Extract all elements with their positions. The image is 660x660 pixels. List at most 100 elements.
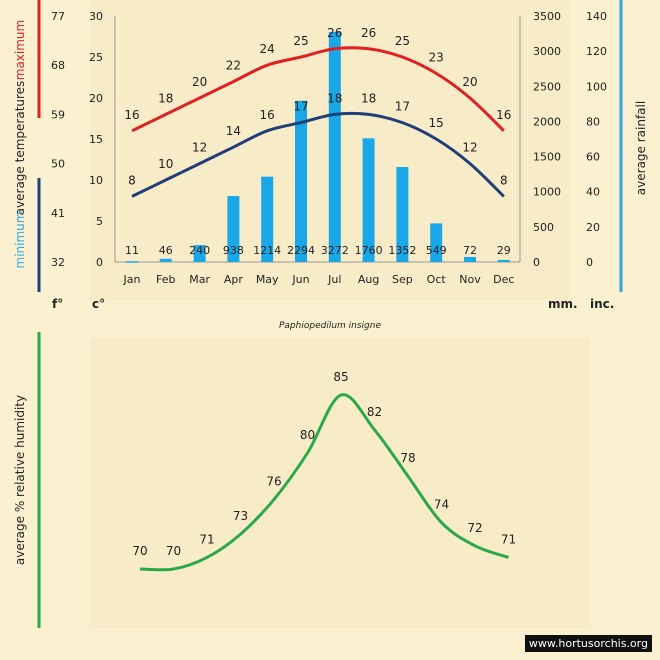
min-temp-label: 12: [192, 141, 207, 155]
min-temp-line: [131, 111, 505, 198]
rain-value-label: 2294: [287, 244, 315, 257]
unit-inc: inc.: [590, 297, 614, 311]
inc-tick-label: 0: [586, 256, 593, 269]
max-temp-label: 16: [124, 108, 139, 122]
min-temp-label: 8: [500, 173, 508, 187]
f-tick-label: 50: [51, 158, 65, 171]
humidity-value-label: 85: [333, 370, 348, 384]
temperature-lines: [131, 46, 505, 198]
month-tick-label: Oct: [427, 273, 447, 286]
humidity-value-label: 70: [132, 544, 147, 558]
humidity-value-label: 73: [233, 509, 248, 523]
month-tick-label: Jan: [123, 273, 141, 286]
humidity-panel: [90, 338, 590, 628]
rain-bar: [328, 32, 341, 262]
mm-tick-label: 2500: [533, 80, 561, 93]
mm-tick-label: 500: [533, 221, 554, 234]
c-tick-label: 20: [89, 92, 103, 105]
species-title: Paphiopedilum insigne: [279, 321, 381, 331]
month-tick-label: Nov: [459, 273, 481, 286]
max-temp-label: 24: [260, 42, 275, 56]
f-tick-label: 32: [51, 256, 65, 269]
humidity-value-label: 78: [400, 451, 415, 465]
rainfall-axis-label: average rainfall: [634, 101, 648, 195]
max-temp-label: 20: [462, 75, 477, 89]
humidity-value-label: 76: [266, 474, 281, 488]
inc-tick-label: 20: [586, 221, 600, 234]
month-tick-label: Dec: [493, 273, 514, 286]
rain-bar: [362, 138, 375, 262]
inc-tick-label: 120: [586, 45, 607, 58]
f-tick-label: 41: [51, 207, 65, 220]
min-temp-label: 16: [260, 108, 275, 122]
max-label: maximum: [13, 20, 27, 80]
max-temp-label: 23: [429, 50, 444, 64]
max-temp-label: 26: [327, 26, 342, 40]
mm-tick-label: 0: [533, 256, 540, 269]
c-tick-label: 25: [89, 51, 103, 64]
rain-value-label: 11: [125, 244, 139, 257]
rain-bar: [159, 258, 172, 262]
rain-value-label: 3272: [321, 244, 349, 257]
humidity-value-label: 80: [300, 428, 315, 442]
c-tick-label: 0: [96, 256, 103, 269]
mm-tick-label: 1000: [533, 186, 561, 199]
rain-value-label: 72: [463, 244, 477, 257]
rain-bar: [261, 176, 274, 262]
humidity-value-label: 74: [434, 498, 449, 512]
min-temp-label: 14: [226, 124, 241, 138]
humidity-value-label: 72: [467, 521, 482, 535]
month-tick-label: May: [256, 273, 279, 286]
rain-value-label: 240: [189, 244, 210, 257]
month-tick-label: Aug: [358, 273, 379, 286]
rain-value-label: 549: [426, 244, 447, 257]
mm-tick-label: 1500: [533, 151, 561, 164]
rain-value-label: 1760: [355, 244, 383, 257]
inc-tick-label: 60: [586, 151, 600, 164]
inc-tick-label: 100: [586, 80, 607, 93]
unit-c: c°: [92, 297, 105, 311]
month-tick-label: Feb: [156, 273, 175, 286]
min-temp-label: 15: [429, 116, 444, 130]
axis-ticks: 7768595041323025201510503500300025002000…: [51, 10, 607, 286]
max-temp-label: 22: [226, 59, 241, 73]
humidity-value-label: 82: [367, 405, 382, 419]
min-temp-label: 18: [361, 91, 376, 105]
max-temp-label: 25: [293, 34, 308, 48]
rain-bar: [126, 261, 138, 263]
rain-bar: [227, 196, 240, 262]
rain-bar: [396, 166, 409, 262]
rain-value-label: 938: [223, 244, 244, 257]
rain-bar: [430, 223, 443, 262]
min-label: minimum: [13, 212, 27, 269]
rain-bar: [193, 245, 206, 262]
humidity-chart: 70 70 71 73 76 80 85 82 78 74 72 71: [132, 370, 516, 572]
mm-tick-label: 3000: [533, 45, 561, 58]
c-tick-label: 10: [89, 174, 103, 187]
month-tick-label: Jul: [327, 273, 341, 286]
unit-f: f°: [52, 297, 63, 311]
max-temp-label: 25: [395, 34, 410, 48]
mm-tick-label: 2000: [533, 115, 561, 128]
max-temp-label: 26: [361, 26, 376, 40]
humidity-axis-label: average % relative humidity: [13, 395, 27, 565]
month-tick-label: Mar: [189, 273, 210, 286]
min-temp-label: 17: [293, 100, 308, 114]
c-tick-label: 15: [89, 133, 103, 146]
humidity-value-label: 71: [199, 532, 214, 546]
min-temp-label: 18: [327, 91, 342, 105]
rain-bar: [464, 256, 476, 262]
c-tick-label: 5: [96, 215, 103, 228]
rain-bars: [126, 32, 510, 263]
month-tick-label: Sep: [392, 273, 413, 286]
min-temp-label: 10: [158, 157, 173, 171]
avg-temp-label: average temperatures: [13, 81, 27, 216]
rain-value-label: 46: [159, 244, 173, 257]
rain-bar: [295, 100, 307, 262]
rain-value-label: 1352: [388, 244, 416, 257]
max-temp-line: [131, 46, 505, 133]
max-temp-label: 20: [192, 75, 207, 89]
min-temp-label: 8: [128, 173, 136, 187]
